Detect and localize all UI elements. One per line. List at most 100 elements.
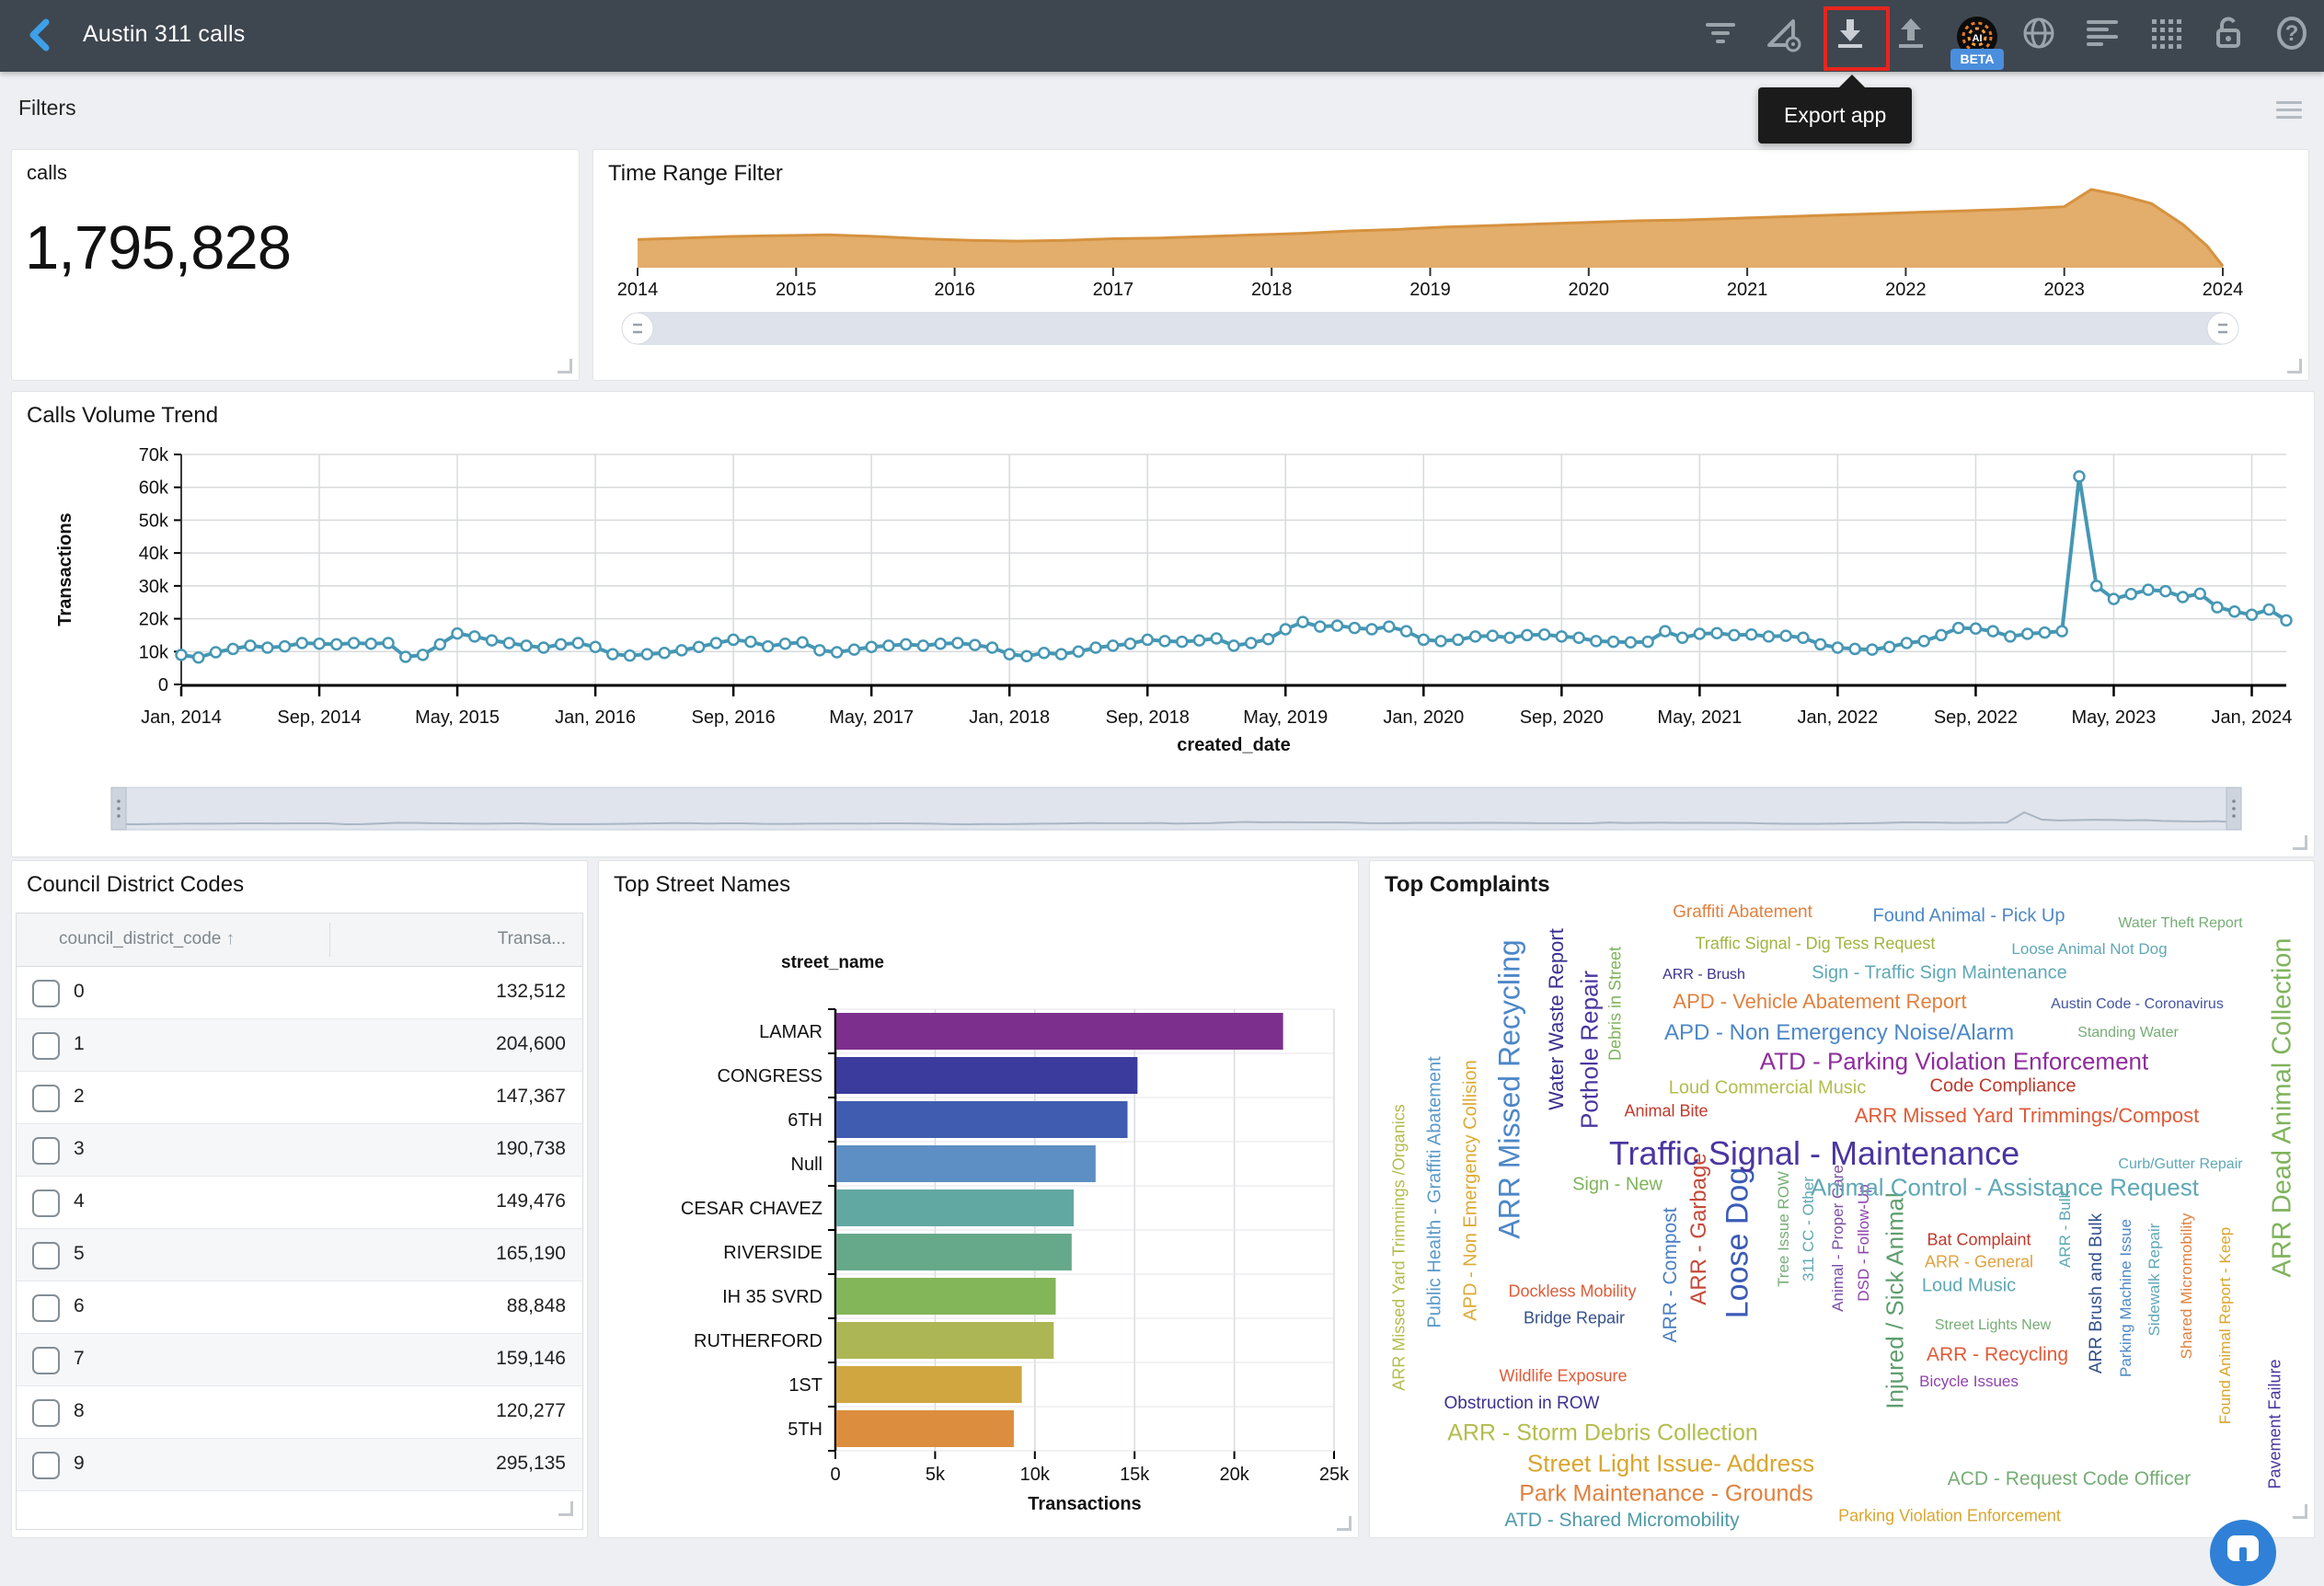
complaint-word[interactable]: Public Health - Graffiti Abatement [1425,1056,1446,1327]
data-point[interactable] [729,635,739,645]
data-point[interactable] [814,645,824,655]
data-point[interactable] [1591,636,1601,646]
bar-5TH[interactable] [836,1410,1014,1447]
data-point[interactable] [1005,649,1015,660]
time-filter-right-handle[interactable] [2207,313,2238,344]
data-point[interactable] [918,640,928,650]
table-row-district-7[interactable]: 7 159,146 [17,1334,582,1386]
complaint-word[interactable]: Loose Animal Not Dog [2011,940,2167,959]
data-point[interactable] [970,640,980,650]
data-point[interactable] [1660,626,1670,637]
data-point[interactable] [849,645,859,655]
data-point[interactable] [1367,625,1377,635]
data-point[interactable] [573,638,583,649]
complaint-word[interactable]: Water Waste Report [1545,928,1569,1110]
data-point[interactable] [1643,637,1653,647]
bar-CESAR CHAVEZ[interactable] [836,1190,1074,1226]
complaint-word[interactable]: Parking Violation Enforcement [1838,1507,2061,1526]
data-point[interactable] [2109,594,2119,604]
data-point[interactable] [1021,651,1031,661]
data-point[interactable] [2143,585,2153,595]
data-point[interactable] [349,638,359,649]
data-point[interactable] [883,640,893,650]
resize-handle[interactable] [2293,1504,2307,1519]
complaint-word[interactable]: ARR Dead Animal Collection [2268,937,2298,1277]
table-row-district-6[interactable]: 6 88,848 [17,1281,582,1334]
complaint-word[interactable]: Sign - New [1572,1175,1662,1196]
complaint-word[interactable]: Sign - Traffic Sign Maintenance [1812,963,2067,984]
data-point[interactable] [1781,631,1791,641]
data-point[interactable] [1574,633,1584,643]
row-checkbox[interactable] [32,1452,60,1479]
bar-RUTHERFORD[interactable] [836,1322,1053,1359]
time-filter-track[interactable] [638,312,2223,345]
data-point[interactable] [2282,615,2292,626]
complaint-word[interactable]: Debris in Street [1606,947,1626,1061]
data-point[interactable] [1884,642,1894,652]
data-point[interactable] [2212,603,2222,613]
data-point[interactable] [1384,622,1394,632]
data-point[interactable] [1729,630,1739,640]
data-point[interactable] [1539,629,1549,639]
data-point[interactable] [211,648,221,658]
data-point[interactable] [901,639,911,649]
complaint-word[interactable]: Shared Micromobility [2178,1213,2196,1360]
complaint-word[interactable]: Code Compliance [1930,1076,2077,1098]
upload-icon[interactable] [1893,16,1934,56]
time-filter-left-handle[interactable] [622,313,653,344]
data-point[interactable] [1677,633,1687,643]
data-point[interactable] [1470,631,1480,641]
data-point[interactable] [246,640,256,650]
table-row-district-3[interactable]: 3 190,738 [17,1124,582,1177]
data-point[interactable] [1557,631,1567,641]
data-point[interactable] [1108,640,1118,650]
resize-handle[interactable] [1337,1516,1352,1531]
help-icon[interactable]: ? [2274,16,2315,56]
complaint-word[interactable]: Injured / Sick Animal [1881,1192,1910,1409]
row-checkbox[interactable] [32,1242,60,1270]
complaint-word[interactable]: ARR Missed Yard Trimmings/Compost [1855,1104,2200,1128]
complaint-word[interactable]: ARR Missed Recycling [1493,939,1527,1238]
complaint-word[interactable]: ATD - Shared Micromobility [1504,1510,1739,1532]
table-row-district-9[interactable]: 9 295,135 [17,1439,582,1491]
complaint-word[interactable]: Bicycle Issues [1919,1373,2019,1391]
data-point[interactable] [1712,628,1722,638]
data-point[interactable] [1522,630,1532,640]
data-point[interactable] [2091,580,2101,591]
data-point[interactable] [1626,638,1636,648]
complaint-word[interactable]: Bat Complaint [1927,1231,2031,1250]
data-point[interactable] [2005,631,2015,641]
data-point[interactable] [1850,644,1860,654]
back-button[interactable] [22,17,59,53]
table-row-district-5[interactable]: 5 165,190 [17,1229,582,1281]
data-point[interactable] [400,652,410,662]
data-point[interactable] [487,636,497,646]
data-point[interactable] [1350,623,1360,633]
data-point[interactable] [952,638,962,649]
data-point[interactable] [418,649,428,660]
complaint-word[interactable]: Standing Water [2077,1025,2179,1041]
data-point[interactable] [1953,623,1963,633]
complaint-word[interactable]: Pothole Repair [1576,971,1605,1129]
data-point[interactable] [1056,649,1066,660]
data-point[interactable] [331,639,341,649]
complaint-word[interactable]: ARR - General [1925,1253,2033,1272]
complaint-word[interactable]: Street Lights New [1935,1317,2051,1334]
bar-LAMAR[interactable] [836,1013,1283,1050]
resize-handle[interactable] [2287,359,2302,374]
data-point[interactable] [1143,635,1153,645]
complaint-word[interactable]: Pavement Failure [2266,1359,2285,1488]
table-row-district-2[interactable]: 2 147,367 [17,1072,582,1124]
data-point[interactable] [280,641,290,651]
table-row-district-0[interactable]: 0 132,512 [17,967,582,1019]
data-point[interactable] [2247,610,2257,620]
data-point[interactable] [366,638,376,649]
complaint-word[interactable]: ARR Brush and Bulk [2087,1213,2107,1373]
row-checkbox[interactable] [32,1032,60,1060]
data-point[interactable] [1298,617,1308,627]
data-point[interactable] [1074,647,1084,657]
data-point[interactable] [1867,645,1877,655]
data-point[interactable] [2178,592,2188,603]
complaint-word[interactable]: ARR - Storm Debris Collection [1447,1420,1758,1447]
data-point[interactable] [1436,636,1446,646]
